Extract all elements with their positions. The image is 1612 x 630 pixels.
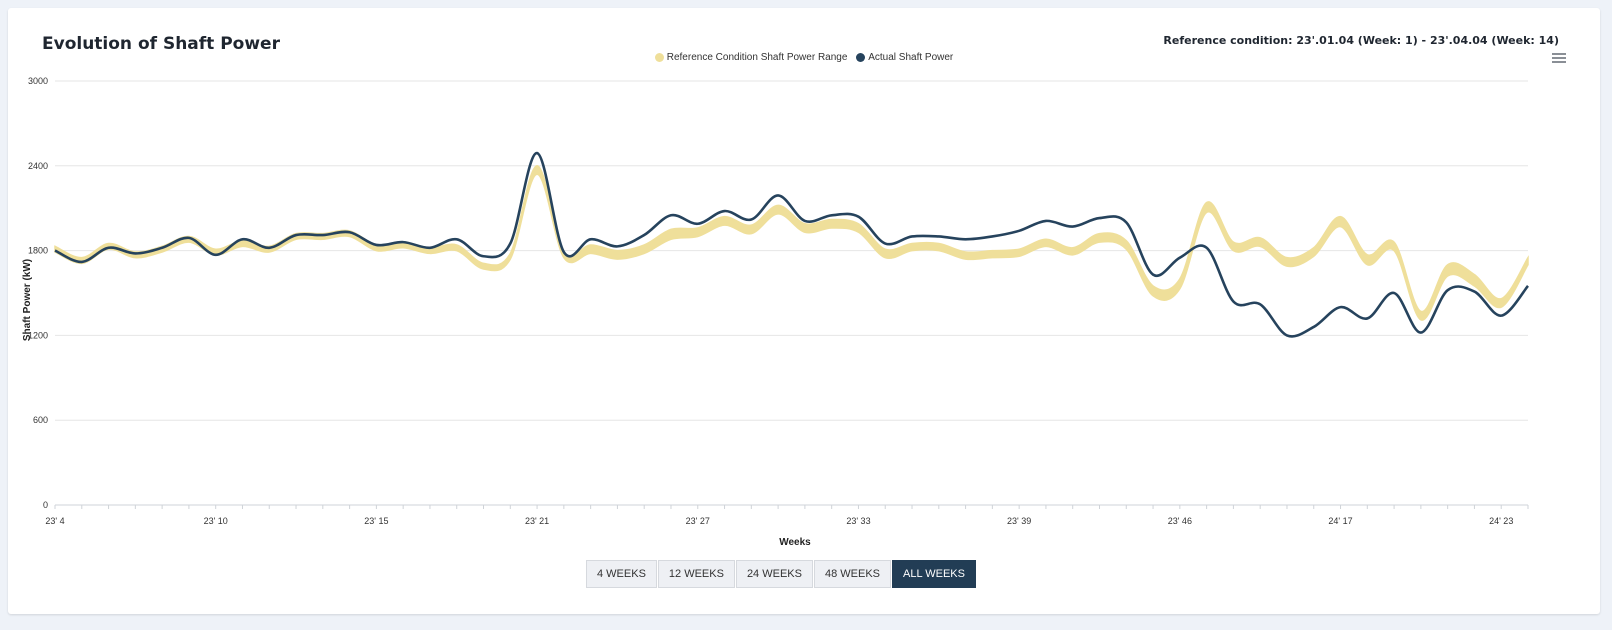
grid-lines: [55, 80, 1528, 506]
x-tick-label: 23' 4: [45, 516, 64, 526]
y-tick-labels: 0 600 1200 1800 2400 3000: [28, 76, 48, 510]
x-tick-label: 23' 10: [204, 516, 228, 526]
y-tick-label: 1200: [28, 330, 48, 340]
range-24-weeks-button[interactable]: 24 WEEKS: [735, 560, 813, 588]
legend-label-reference: Reference Condition Shaft Power Range: [666, 52, 848, 63]
reference-condition-label: Reference condition: 23'.01.04 (Week: 1)…: [1163, 34, 1559, 47]
x-tick-label: 24' 23: [1489, 516, 1513, 526]
legend-label-actual: Actual Shaft Power: [868, 52, 954, 63]
x-tick-label: 23' 46: [1168, 516, 1192, 526]
x-tick-label: 23' 21: [525, 516, 549, 526]
legend-dot-actual: [856, 53, 866, 62]
legend-item-actual[interactable]: Actual Shaft Power: [856, 52, 953, 63]
x-tick-labels: 23' 4 23' 10 23' 15 23' 21 23' 27 23' 33 23' 3…: [45, 505, 1529, 526]
plot-area: [54, 151, 1530, 338]
range-12-weeks-button[interactable]: 12 WEEKS: [657, 560, 735, 588]
reference-range-band: [54, 165, 1529, 321]
x-tick-label: 23' 39: [1007, 516, 1031, 526]
x-tick-label: 23' 27: [686, 516, 710, 526]
range-all-weeks-button[interactable]: ALL WEEKS: [892, 560, 976, 588]
x-axis-title: Weeks: [779, 537, 811, 548]
y-tick-label: 1800: [28, 246, 48, 256]
y-tick-label: 0: [43, 500, 48, 510]
chart-legend: Reference Condition Shaft Power Range Ac…: [8, 52, 1600, 65]
range-4-weeks-button[interactable]: 4 WEEKS: [586, 560, 657, 588]
actual-shaft-power-line: [54, 151, 1530, 338]
range-selector: 4 WEEKS 12 WEEKS 24 WEEKS 48 WEEKS ALL W…: [586, 560, 977, 588]
y-tick-label: 3000: [28, 76, 48, 86]
legend-dot-reference: [654, 53, 664, 62]
chart-card: Evolution of Shaft Power Reference condi…: [8, 8, 1600, 614]
range-48-weeks-button[interactable]: 48 WEEKS: [813, 560, 891, 588]
y-tick-label: 2400: [28, 161, 48, 171]
y-axis-title: Shaft Power (kW): [22, 259, 33, 341]
x-tick-label: 23' 33: [846, 516, 870, 526]
y-tick-label: 600: [33, 415, 48, 425]
chart-title: Evolution of Shaft Power: [42, 34, 280, 54]
x-tick-label: 24' 17: [1328, 516, 1352, 526]
hamburger-menu-icon[interactable]: [1552, 53, 1566, 65]
x-tick-label: 23' 15: [364, 516, 388, 526]
legend-item-reference[interactable]: Reference Condition Shaft Power Range: [654, 52, 848, 63]
